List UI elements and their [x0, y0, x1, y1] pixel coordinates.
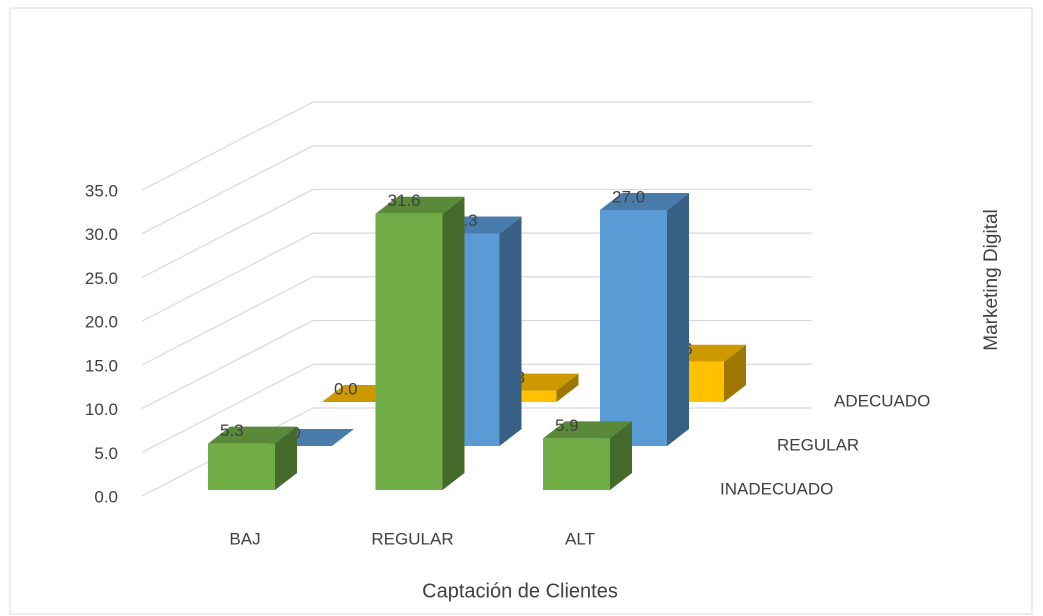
bar-side — [442, 196, 465, 490]
bar-front — [208, 443, 275, 490]
bar — [208, 426, 297, 490]
grid-line — [141, 320, 314, 410]
y-tick-label: 35.0 — [85, 181, 118, 200]
bar-top — [375, 196, 465, 214]
depth-label: ADECUADO — [834, 391, 930, 410]
x-tick-label: BAJ — [229, 529, 260, 548]
y-tick-label: 0.0 — [94, 487, 118, 506]
bar — [375, 196, 465, 490]
data-label: 5.3 — [220, 421, 244, 440]
z-axis-title: Marketing Digital — [981, 209, 1002, 351]
y-tick-label: 25.0 — [85, 269, 118, 288]
bar — [543, 421, 632, 490]
bar-front — [375, 213, 443, 490]
x-tick-label: ALT — [565, 529, 595, 548]
depth-label: INADECUADO — [720, 479, 833, 498]
bar-top — [543, 421, 632, 439]
bar-side — [275, 426, 297, 490]
y-tick-label: 30.0 — [85, 225, 118, 244]
x-tick-label: REGULAR — [371, 529, 453, 548]
bar-top — [600, 192, 689, 210]
data-label: 31.6 — [388, 191, 421, 210]
bar-side — [610, 421, 632, 490]
y-tick-label: 15.0 — [85, 356, 118, 375]
bar-side — [499, 216, 522, 446]
x-axis-title: Captación de Clientes — [422, 580, 618, 602]
data-label: 27.0 — [612, 187, 645, 206]
data-label: 5.9 — [555, 416, 579, 435]
grid-line — [141, 101, 314, 191]
bar-top — [208, 426, 297, 444]
bar-side — [556, 373, 579, 402]
depth-label: REGULAR — [777, 435, 859, 454]
y-tick-label: 5.0 — [94, 444, 118, 463]
grid-line — [141, 145, 314, 235]
bar-front — [543, 438, 610, 490]
grid-line — [141, 276, 314, 366]
y-tick-label: 20.0 — [85, 313, 118, 332]
y-tick-label: 10.0 — [85, 400, 118, 419]
bar-side — [667, 192, 689, 446]
grid-line — [141, 232, 314, 322]
bar-side — [724, 344, 746, 402]
grid-line — [141, 188, 314, 278]
bar — [600, 192, 689, 446]
grid-line — [141, 363, 314, 453]
data-label: 0.0 — [334, 379, 358, 398]
bar-front — [600, 209, 667, 446]
